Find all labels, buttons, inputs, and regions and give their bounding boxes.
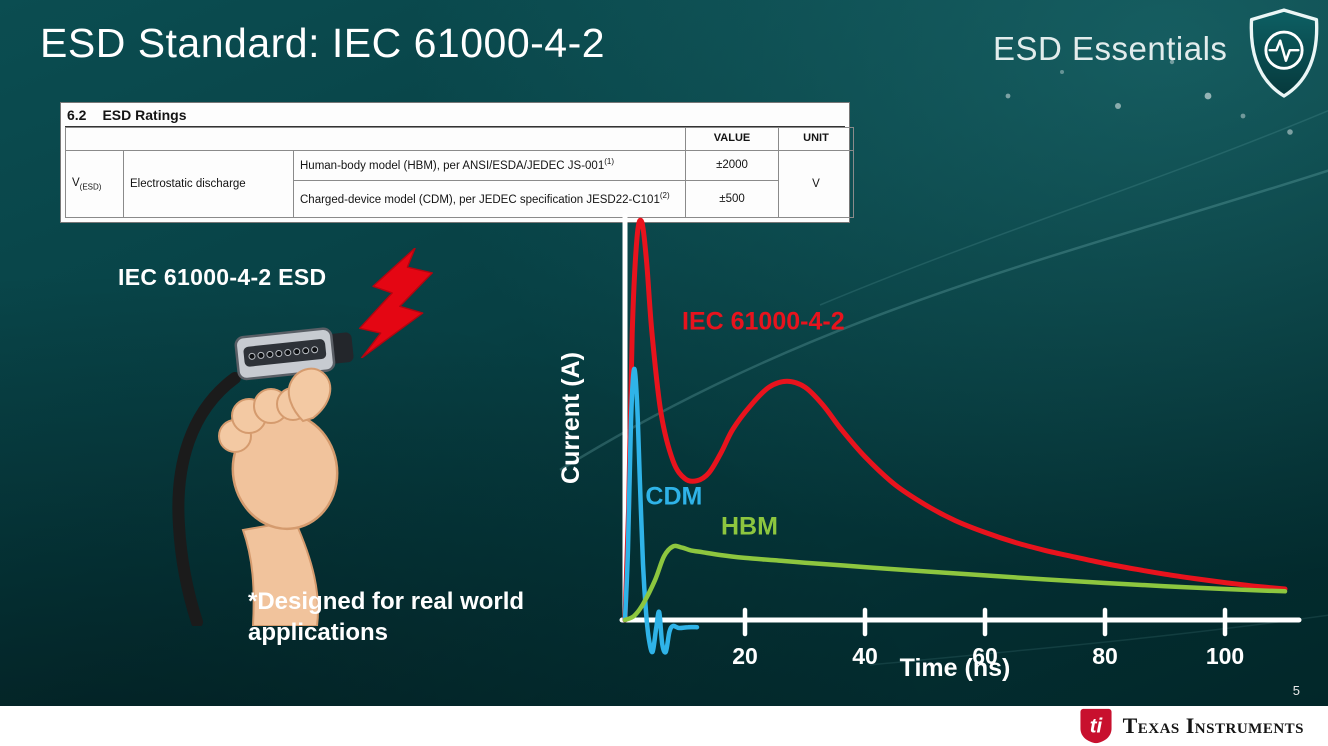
table-row: Charged-device model (CDM), per JEDEC sp… [66,180,854,218]
cdm-description: Charged-device model (CDM), per JEDEC sp… [300,193,660,206]
series-curve-cdm [622,366,700,655]
hbm-description: Human-body model (HBM), per ANSI/ESDA/JE… [300,160,605,173]
series-label: IEC 61000-4-2 [682,307,845,335]
parameter-subscript: (ESD) [79,182,102,192]
esd-ratings-table: 6.2 ESD Ratings VALUE UNIT V(ESD) Electr… [60,102,855,223]
hbm-value-cell: ±2000 [685,150,780,181]
ti-bug-icon: ti [1080,708,1112,744]
hdmi-connector [234,327,354,381]
cdm-value-cell: ±500 [685,180,780,218]
series-label: HBM [721,512,778,540]
cdm-footnote-ref: (2) [659,190,670,200]
parameter-symbol-cell: V(ESD) [65,150,124,218]
table-section-number: 6.2 [67,107,87,123]
lightning-bolt-icon [358,248,433,358]
x-axis-ticks: 20 40 60 80 100 [732,607,1244,669]
parameter-symbol: V [72,176,80,189]
x-tick-label: 80 [1092,643,1118,669]
slide-title: ESD Standard: IEC 61000-4-2 [40,20,606,66]
hand-holding-connector-illustration [172,327,354,626]
table-title: 6.2 ESD Ratings [65,106,845,127]
y-axis-label: Current (A) [557,352,585,484]
fingers [218,367,332,453]
table-row: V(ESD) Electrostatic discharge Human-bod… [65,150,855,218]
chart-series-labels: IEC 61000-4-2 CDM HBM [645,307,844,540]
table-section-title: ESD Ratings [102,107,187,123]
x-tick-label: 20 [732,643,758,669]
series-label: CDM [645,483,702,511]
brand-text: ESD Essentials [993,30,1228,67]
page-number: 5 [1292,683,1300,698]
unit-cell: V [778,150,855,218]
series-curve-hbm [622,543,1288,623]
hbm-footnote-ref: (1) [604,157,614,167]
footnote-text: *Designed for real world applications [248,588,525,647]
chart-series-curves [622,217,1288,655]
cdm-description-cell: Charged-device model (CDM), per JEDEC sp… [292,180,687,218]
x-tick-label: 100 [1206,643,1244,669]
shield-heartbeat-icon [1249,8,1319,98]
cable [172,372,241,626]
table-header-empty [64,127,687,151]
table-header-unit: UNIT [778,127,855,151]
ti-logo-text: Texas Instruments [1122,713,1304,738]
parameter-name-cell: Electrostatic discharge [123,150,294,218]
hbm-description-cell: Human-body model (HBM), per ANSI/ESDA/JE… [292,150,687,181]
x-tick-label: 40 [852,643,878,669]
table-header-value: VALUE [685,127,780,151]
x-tick-label: 60 [972,643,998,669]
illustration-label: IEC 61000-4-2 ESD [118,264,327,290]
esd-waveform-chart: 20 40 60 80 100 IEC 61000-4-2 CDM HBM Current … [557,213,1302,682]
x-axis-label: Time (ns) [900,654,1011,682]
series-curve-iec-61000-4-2 [622,217,1288,623]
footer-bar: ti Texas Instruments [0,706,1328,746]
wrist [241,519,320,626]
chart-axes [619,213,1302,623]
svg-text:ti: ti [1089,715,1103,738]
